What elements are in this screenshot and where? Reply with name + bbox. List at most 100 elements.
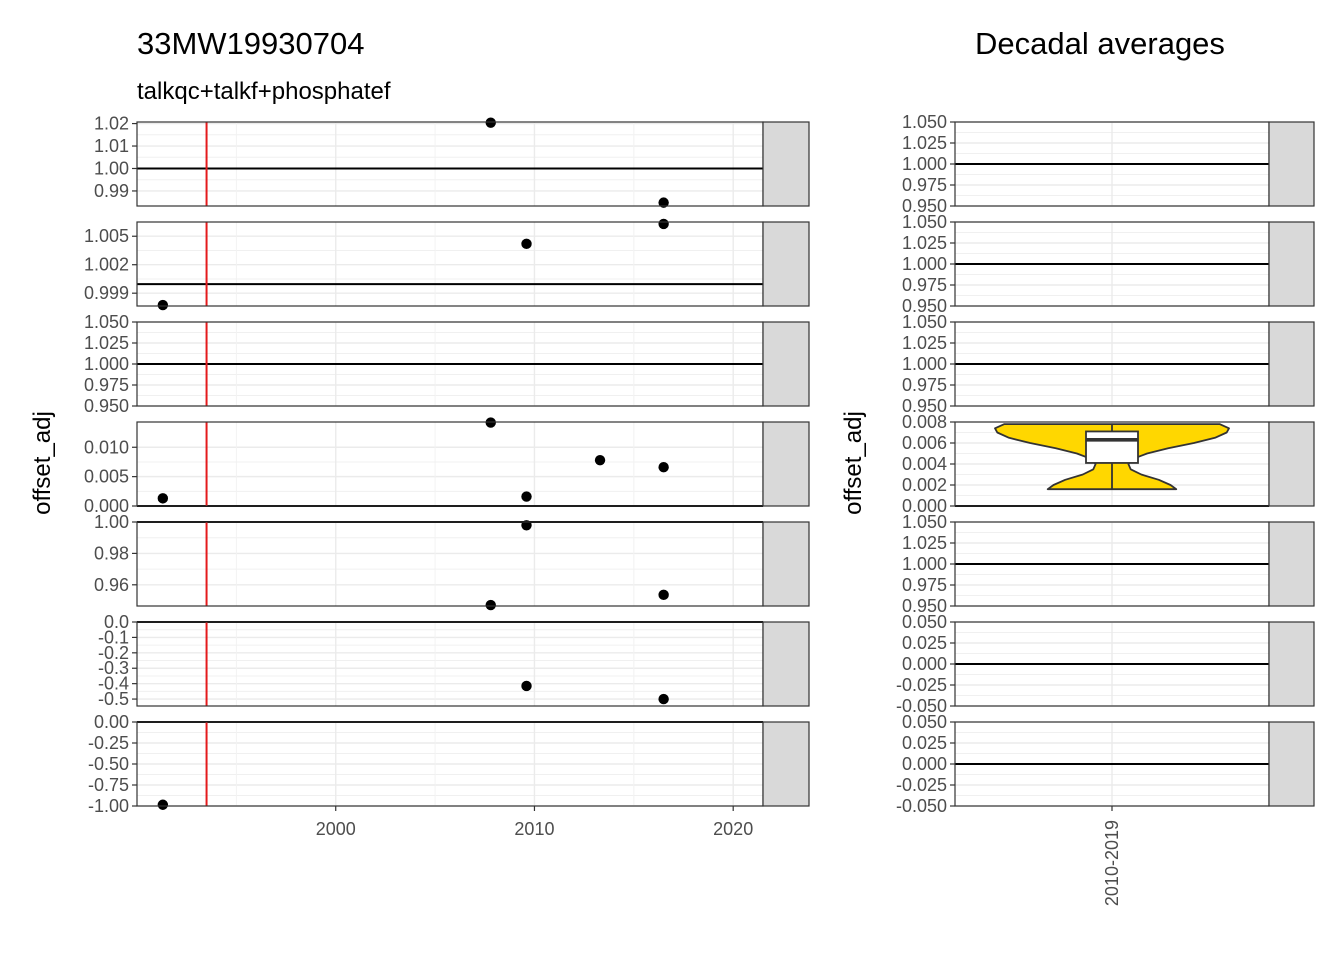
right-y-tick-label: 0.000 [902, 654, 947, 674]
right-y-tick-label: -0.025 [896, 675, 947, 695]
left-x-tick-label: 2000 [316, 819, 356, 839]
right-y-tick-label: 1.050 [902, 512, 947, 532]
left-strip-oxygen: oxygen [762, 221, 810, 307]
left-panel-bg [137, 622, 763, 706]
left-data-point [157, 799, 169, 810]
left-y-tick-label: 0.98 [94, 543, 129, 563]
right-y-tick-label: 0.975 [902, 375, 947, 395]
left-y-tick-label: -0.50 [88, 754, 129, 774]
left-data-point [658, 589, 669, 601]
left-panel-oxygen: 1.005 1.002 0.999 [84, 218, 764, 311]
right-y-tick-label: 1.025 [902, 133, 947, 153]
left-y-tick-label: 0.99 [94, 181, 129, 201]
left-data-point [521, 491, 532, 502]
right-strip-bg [1268, 221, 1315, 307]
left-panel-bg [137, 122, 763, 206]
right-y-tick-label: 0.050 [902, 712, 947, 732]
left-y-tick-label: 0.0 [104, 612, 129, 632]
left-y-tick-label: 0.975 [84, 375, 129, 395]
left-y-tick-label: -0.2 [98, 643, 129, 663]
left-y-tick-label: 1.00 [94, 158, 129, 178]
left-panel-nitrate: 1.021.011.00 0.99 [94, 114, 764, 208]
right-strip-oxygen: oxygen [1268, 221, 1315, 307]
left-y-tick-label: 0.999 [84, 283, 129, 303]
right-y-tick-label: 1.000 [902, 354, 947, 374]
left-chart-title: 33MW19930704 [137, 26, 365, 61]
right-y-tick-label: 0.025 [902, 633, 947, 653]
right-y-axis-label: offset_adj [840, 411, 867, 515]
left-y-tick-label: -0.75 [88, 775, 129, 795]
right-strip-salinity: salinity [1268, 421, 1315, 507]
left-y-tick-label: -0.3 [98, 658, 129, 678]
left-strip-bg [762, 221, 810, 307]
right-strip-bg [1268, 621, 1315, 707]
right-y-tick-label: 1.050 [902, 112, 947, 132]
right-strip-bg [1268, 421, 1315, 507]
left-data-point [485, 117, 496, 128]
left-panel-salinity: 0.010 0.005 0.000 [84, 417, 764, 516]
left-strip-bg [762, 521, 810, 607]
left-data-point [658, 462, 669, 473]
right-y-tick-label: 1.000 [902, 254, 947, 274]
left-y-tick-label: -0.5 [98, 689, 129, 709]
left-y-tick-label: 1.00 [94, 512, 129, 532]
right-y-tick-label: -0.050 [896, 796, 947, 816]
right-y-tick-label: 0.950 [902, 596, 947, 616]
left-y-tick-label: -0.4 [98, 674, 129, 694]
right-y-tick-label: 0.950 [902, 396, 947, 416]
right-y-tick-label: 1.000 [902, 554, 947, 574]
right-y-tick-label: 1.050 [902, 212, 947, 232]
left-data-point [658, 693, 669, 705]
right-y-tick-label: 0.000 [902, 754, 947, 774]
left-strip-bg [762, 621, 810, 707]
left-data-point [521, 680, 532, 692]
left-data-point [521, 520, 532, 531]
left-panel-bg [137, 522, 763, 606]
right-y-tick-label: 1.000 [902, 154, 947, 174]
right-strip-phosphate: phosphate [1268, 321, 1315, 407]
left-strip-bg [762, 321, 810, 407]
right-y-tick-label: 1.025 [902, 333, 947, 353]
left-y-tick-label: -0.25 [88, 733, 129, 753]
left-chart-subtitle: talkqc+talkf+phosphatef [137, 78, 391, 105]
right-strip-talk: talk [1268, 621, 1315, 707]
left-y-tick-label: 1.025 [84, 333, 129, 353]
left-x-tick-label: 2010 [514, 819, 554, 839]
right-x-tick-label: 2010-2019 [1102, 820, 1122, 906]
left-panel-silicate: 1.00 0.98 0.96 [94, 512, 764, 611]
left-strip-bg [762, 721, 810, 807]
left-data-point [157, 299, 169, 311]
right-y-tick-label: 0.950 [902, 196, 947, 216]
right-strip-bg [1268, 121, 1315, 207]
right-y-tick-label: 1.025 [902, 233, 947, 253]
right-y-tick-label: 0.000 [902, 496, 947, 516]
right-y-tick-label: 0.025 [902, 733, 947, 753]
right-y-tick-label: 0.975 [902, 575, 947, 595]
left-strip-silicate: silicate [762, 521, 810, 607]
right-y-tick-label: 0.975 [902, 275, 947, 295]
left-strip-bg [762, 121, 810, 207]
left-y-tick-label: 0.000 [84, 496, 129, 516]
left-strip-salinity: salinity [762, 421, 810, 507]
right-y-tick-label: 1.050 [902, 312, 947, 332]
right-strip-bg [1268, 321, 1315, 407]
right-y-tick-label: 0.004 [902, 454, 947, 474]
left-y-tick-label: 1.050 [84, 312, 129, 332]
left-y-tick-label: -0.1 [98, 627, 129, 647]
left-strip-nitrate: nitrate [762, 121, 810, 207]
right-y-tick-label: 0.002 [902, 475, 947, 495]
left-strip-phosphate: phosphate [762, 321, 810, 407]
left-data-point [658, 197, 669, 208]
left-y-tick-label: 0.950 [84, 396, 129, 416]
right-y-tick-label: -0.025 [896, 775, 947, 795]
left-y-tick-label: 1.000 [84, 354, 129, 374]
right-y-tick-label: 0.950 [902, 296, 947, 316]
left-y-tick-label: 1.02 [94, 114, 129, 134]
right-strip-bg [1268, 521, 1315, 607]
